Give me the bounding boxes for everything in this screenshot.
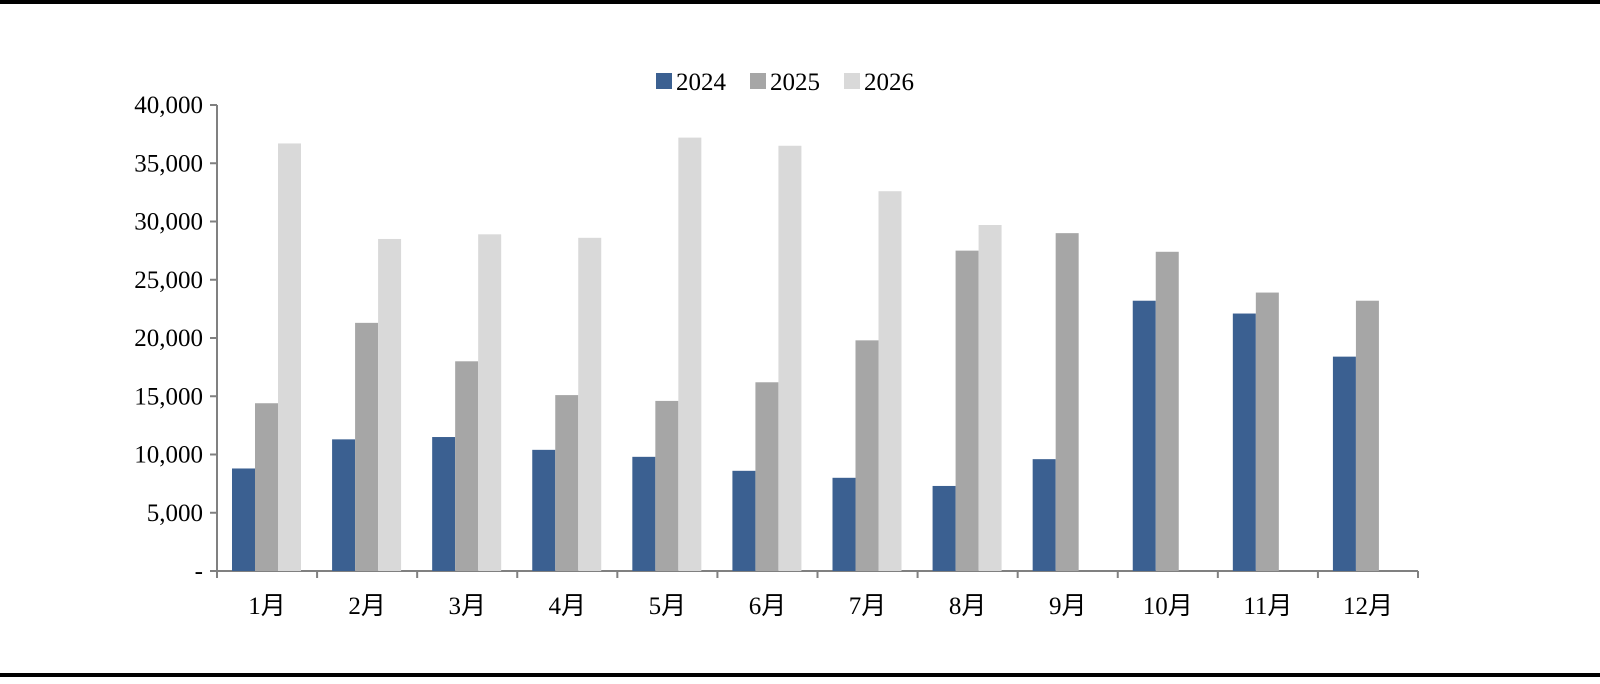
x-tick-label: 10月 [1143,593,1193,620]
bar-2024-8 [932,485,956,571]
bar-2026-5 [678,137,702,571]
y-tick-label: 15,000 [134,383,203,410]
x-tick-label: 8月 [949,593,987,620]
bar-2026-3 [478,234,502,571]
x-tick-label: 2月 [348,593,386,620]
y-tick-label: 35,000 [134,150,203,177]
x-tick-label: 3月 [448,593,486,620]
x-tick-label: 5月 [649,593,687,620]
legend-swatch-2024 [656,73,672,89]
bar-2026-4 [578,237,602,571]
x-tick-label: 1月 [248,593,286,620]
bar-2025-5 [655,400,679,571]
bar-2026-8 [978,224,1002,571]
y-tick-label: 30,000 [134,209,203,236]
bar-2025-11 [1255,292,1279,571]
bar-2025-7 [855,340,879,571]
y-axis: - 5,000 10,000 15,000 20,000 25,000 30,000 35,0… [134,92,218,585]
bar-2024-5 [632,456,656,571]
bar-2025-3 [455,361,479,571]
x-tick-label: 4月 [549,593,587,620]
bar-2025-12 [1355,300,1379,571]
y-tick-label: 20,000 [134,325,203,352]
bar-2026-1 [278,143,301,571]
bar-2025-2 [355,322,379,571]
y-tick-label: - [195,558,203,585]
bar-2024-4 [532,449,556,571]
x-tick-label: 12月 [1343,593,1393,620]
bar-2024-1 [232,468,255,571]
bar-2025-4 [555,395,579,571]
bar-2024-2 [332,439,356,571]
bar-2025-1 [255,403,278,571]
bar-2026-6 [778,145,802,571]
y-tick-label: 10,000 [134,442,203,469]
bottom-rule [0,673,1600,677]
legend-label-2024: 2024 [676,69,727,96]
legend-swatch-2026 [844,73,860,89]
legend-label-2025: 2025 [770,69,820,96]
y-tick-label: 5,000 [147,500,203,527]
bar-2024-12 [1332,356,1356,571]
bar-2024-3 [432,437,456,571]
bar-2026-7 [878,191,902,571]
top-rule [0,0,1600,4]
bar-2025-9 [1055,233,1079,571]
bar-2025-10 [1155,251,1179,572]
bar-2024-10 [1132,300,1156,571]
x-tick-label: 6月 [749,593,787,620]
bars [232,137,1379,572]
bar-2024-9 [1032,459,1056,571]
bar-2024-7 [832,477,856,571]
bar-2024-11 [1232,313,1256,571]
x-tick-label: 7月 [849,593,887,620]
bar-2025-6 [755,382,779,571]
x-tick-label: 9月 [1049,593,1087,620]
bar-2024-6 [732,470,756,571]
legend-swatch-2025 [750,73,766,89]
x-axis: 1月 2月 3月 4月 5月 6月 7月 8月 9月 10月 11月 12月 [216,570,1419,620]
bar-2026-2 [378,238,402,571]
legend-label-2026: 2026 [864,69,914,96]
bar-2025-8 [955,250,979,571]
x-tick-label: 11月 [1243,593,1292,620]
y-tick-label: 25,000 [134,267,203,294]
y-tick-label: 40,000 [134,92,203,119]
legend: 2024 2025 2026 [656,69,914,96]
